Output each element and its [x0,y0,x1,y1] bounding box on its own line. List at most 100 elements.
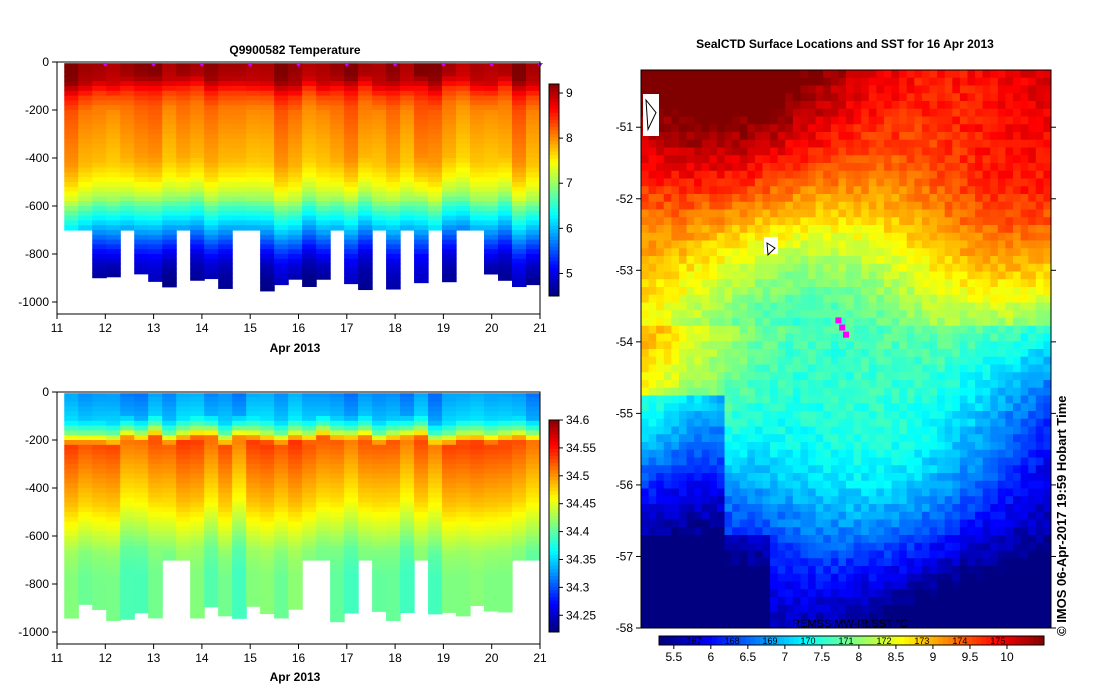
heatmap-cell [64,124,79,130]
y-tick-label: -400 [25,151,49,165]
sst-cell [982,318,991,327]
sst-cell [648,77,657,86]
heatmap-cell [428,545,443,551]
sst-cell [641,170,650,179]
sst-cell [663,240,672,249]
sst-cell [937,240,946,249]
sst-cell [701,287,710,296]
heatmap-cell [106,555,121,561]
heatmap-cell [470,143,485,149]
heatmap-cell [106,110,121,116]
heatmap-cell [218,210,233,217]
heatmap-cell [344,435,359,441]
heatmap-cell [148,71,163,77]
sst-cell [982,178,991,187]
sst-cell [830,170,839,179]
sst-cell [777,325,786,334]
heatmap-cell [92,167,107,173]
heatmap-cell [386,449,401,455]
heatmap-cell [512,230,527,236]
heatmap-cell [260,550,275,556]
heatmap-cell [456,497,471,503]
heatmap-cell [64,172,79,178]
heatmap-cell [78,143,93,149]
heatmap-cell [260,186,275,193]
heatmap-cell [400,593,415,599]
heatmap-cell [428,416,443,422]
sst-cell [641,318,650,327]
heatmap-cell [64,167,79,173]
heatmap-cell [176,134,191,140]
heatmap-cell [428,531,443,537]
heatmap-cell [246,598,261,604]
heatmap-cell [148,134,163,140]
sst-cell [853,201,862,210]
heatmap-cell [372,603,387,609]
sst-cell [868,294,877,303]
heatmap-cell [330,468,345,475]
heatmap-cell [526,502,540,508]
heatmap-cell [442,138,457,145]
sst-cell [678,271,688,280]
sst-cell [899,201,908,210]
heatmap-cell [400,81,415,87]
heatmap-cell [358,507,373,513]
heatmap-cell [246,90,261,97]
heatmap-cell [92,196,107,202]
heatmap-cell [372,215,387,221]
heatmap-cell [232,449,247,455]
heatmap-cell [442,244,457,250]
heatmap-cell [274,406,289,412]
sst-cell [937,85,946,94]
sst-cell [709,302,718,311]
sst-cell [656,240,665,249]
heatmap-cell [106,531,121,537]
heatmap-cell [78,71,93,77]
heatmap-cell [456,483,471,489]
heatmap-cell [344,540,359,547]
heatmap-cell [316,90,331,97]
heatmap-cell [330,90,345,97]
heatmap-cell [232,148,247,154]
heatmap-cell [190,416,205,422]
heatmap-cell [316,526,331,532]
x-tick-label: 12 [99,651,113,665]
colorbar-tick-label: 34.5 [566,469,590,483]
heatmap-cell [64,196,79,202]
sst-cell [1035,318,1044,327]
sst-cell [1043,132,1051,141]
heatmap-cell [386,406,401,412]
heatmap-cell [498,62,513,68]
heatmap-cell [246,560,261,566]
heatmap-cell [204,459,219,465]
heatmap-cell [64,396,79,403]
heatmap-cell [162,66,177,73]
heatmap-cell [288,182,303,188]
sst-cell [990,310,999,319]
heatmap-cell [78,95,93,101]
sst-cell [785,310,794,319]
sst-cell [678,263,688,272]
sst-cell [838,294,847,303]
sst-cell [838,194,847,203]
heatmap-cell [232,129,247,135]
sst-cell [937,101,946,110]
heatmap-cell [288,114,303,121]
sst-cell [937,256,946,265]
sst-cell [815,186,824,195]
heatmap-cell [526,258,540,265]
sst-cell [678,294,688,303]
sst-cell [815,325,824,334]
heatmap-cell [162,502,177,508]
heatmap-cell [176,540,191,547]
sst-cell [800,139,809,148]
sst-cell [861,271,870,280]
heatmap-cell [484,536,499,542]
sst-cell [656,178,665,187]
heatmap-cell [190,564,205,571]
sst-cell [937,248,946,257]
heatmap-cell [526,440,540,446]
sst-cell [739,248,748,257]
sst-cell [1020,248,1029,257]
heatmap-cell [134,158,149,164]
